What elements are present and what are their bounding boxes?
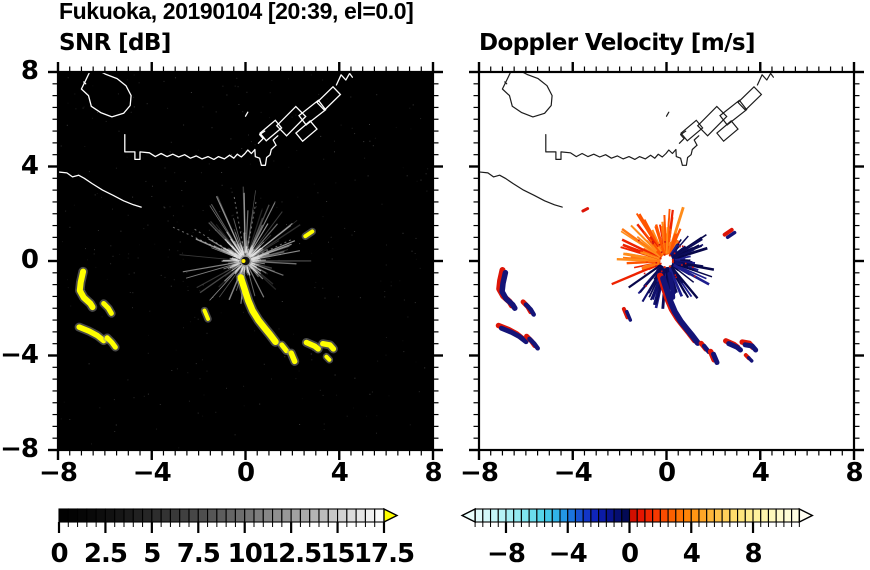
coastline: [257, 130, 266, 144]
echo-region: [710, 351, 720, 366]
echo-region: [324, 354, 332, 362]
echo-region: [667, 271, 676, 300]
coastline: [501, 72, 553, 118]
colorbar-under-arrow: [460, 507, 476, 524]
pier-outline: [275, 105, 307, 137]
snr-plot-svg: [48, 62, 443, 460]
echo-region: [288, 350, 298, 365]
colorbar-tick-label: 0: [50, 539, 67, 569]
coastline: [244, 111, 249, 117]
coastline: [83, 81, 87, 85]
x-tick-label: 4: [751, 458, 770, 488]
coastline: [272, 135, 279, 146]
radar-site-marker: [659, 253, 674, 269]
echo-region: [320, 340, 337, 352]
x-tick-label: −8: [460, 458, 499, 488]
y-tick-label: −4: [0, 339, 39, 370]
coastline: [693, 135, 700, 146]
coastline: [678, 130, 687, 144]
pier-outline: [696, 105, 728, 137]
x-tick-label: −4: [132, 458, 172, 488]
colorbar-tick-label: −4: [549, 539, 587, 569]
doppler-colorbar-svg: −8 −4 0 4 8: [460, 507, 814, 569]
echo-region: [76, 268, 96, 311]
snr-panel: [46, 60, 445, 462]
coastline: [335, 72, 354, 86]
coastline: [479, 171, 563, 208]
colorbar-tick-label: 5: [143, 539, 160, 569]
colorbar-tick-label: 10: [228, 539, 262, 569]
colorbar-tick-label: 8: [744, 539, 761, 569]
snr-panel-title: SNR [dB]: [59, 30, 171, 56]
echo-region: [581, 207, 590, 213]
colorbar-tick-label: 12.5: [261, 539, 321, 569]
x-tick-label: 0: [236, 458, 255, 488]
echo-region: [101, 301, 114, 316]
colorbar-tick-label: 4: [683, 539, 700, 569]
echo-region: [523, 302, 536, 317]
echo-region: [498, 325, 529, 345]
coastline: [80, 72, 132, 118]
echo-region: [279, 342, 289, 354]
colorbar-over-arrow: [798, 507, 814, 524]
doppler-panel: [467, 60, 866, 462]
colorbar-tick-label: 17.5: [354, 539, 414, 569]
echo-region: [625, 309, 633, 322]
colorbar-tick-label: 0: [621, 539, 638, 569]
coastline: [545, 134, 698, 166]
echo-region: [303, 339, 321, 352]
echo-region: [499, 269, 518, 311]
echo-region: [660, 275, 701, 346]
colorbar-tick-label: 15: [320, 539, 354, 569]
echo-region: [527, 336, 540, 351]
echo-region: [746, 356, 754, 363]
snr-colorbar-svg: 0 2.5 5 7.5 10 12.5 15 17.5: [50, 507, 415, 569]
x-tick-label: 0: [657, 458, 676, 488]
figure-title: Fukuoka, 20190104 [20:39, el=0.0]: [59, 0, 414, 24]
echo-region: [725, 230, 737, 240]
echo-region: [237, 274, 279, 346]
colorbar-tick-label: −8: [487, 539, 525, 569]
coastline: [756, 72, 774, 86]
pier-outline: [737, 85, 763, 111]
y-tick-label: 8: [20, 56, 39, 86]
echo-region: [303, 229, 315, 239]
echo-region: [726, 341, 743, 353]
echo-region: [202, 308, 210, 321]
x-tick-label: 8: [424, 458, 442, 488]
colorbar-tick-label: 7.5: [177, 539, 220, 569]
pier-outline: [294, 119, 318, 143]
pier-outline: [316, 85, 342, 112]
echo-region: [76, 324, 107, 344]
x-tick-label: 4: [330, 458, 349, 488]
snr-colorbar: 0 2.5 5 7.5 10 12.5 15 17.5: [50, 500, 418, 570]
x-tick-label: −4: [553, 458, 593, 488]
y-tick-label: 0: [20, 245, 39, 275]
doppler-panel-title: Doppler Velocity [m/s]: [479, 30, 755, 56]
colorbar-tick-label: 2.5: [84, 539, 127, 569]
pier-outline: [680, 119, 704, 142]
coastline: [665, 111, 670, 117]
echo-region: [742, 342, 759, 353]
colorbar-over-arrow: [383, 507, 399, 524]
coastline: [504, 81, 508, 85]
pier-outline: [259, 119, 283, 142]
echo-region: [104, 335, 118, 350]
y-tick-label: 4: [20, 150, 39, 181]
coastline: [124, 133, 277, 166]
x-tick-label: 8: [845, 458, 863, 488]
echo-region: [722, 227, 734, 237]
doppler-plot-svg: [469, 62, 864, 460]
doppler-colorbar: −8 −4 0 4 8: [460, 500, 832, 570]
coastline: [58, 171, 142, 208]
y-tick-label: −8: [0, 434, 39, 464]
x-tick-label: −8: [39, 458, 78, 488]
pier-outline: [716, 120, 739, 143]
